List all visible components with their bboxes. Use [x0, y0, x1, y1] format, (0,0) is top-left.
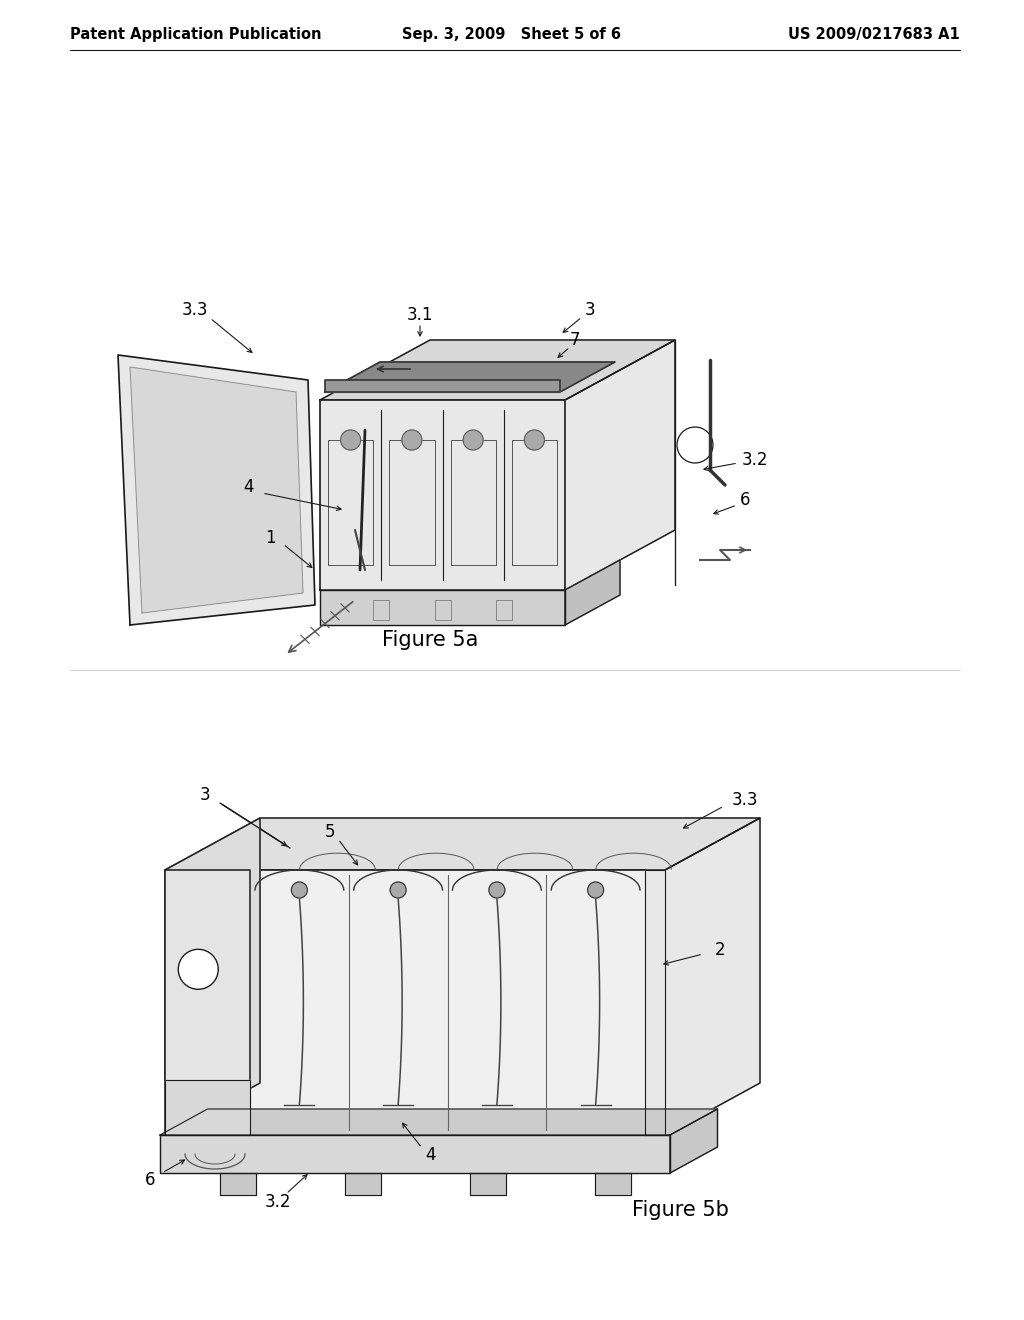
- Polygon shape: [325, 380, 560, 392]
- Polygon shape: [645, 870, 665, 1135]
- Text: 7: 7: [569, 331, 581, 348]
- Polygon shape: [165, 870, 250, 1135]
- Text: 3.1: 3.1: [407, 306, 433, 323]
- Text: Figure 5a: Figure 5a: [382, 630, 478, 649]
- Polygon shape: [325, 362, 615, 392]
- Text: US 2009/0217683 A1: US 2009/0217683 A1: [788, 28, 961, 42]
- Text: 4: 4: [425, 1146, 435, 1164]
- Text: 1: 1: [264, 529, 275, 546]
- Circle shape: [178, 949, 218, 989]
- Text: Patent Application Publication: Patent Application Publication: [70, 28, 322, 42]
- Text: 6: 6: [144, 1171, 156, 1189]
- Text: 3.3: 3.3: [181, 301, 208, 319]
- Circle shape: [677, 426, 713, 463]
- Text: 3.2: 3.2: [741, 451, 768, 469]
- Circle shape: [524, 430, 545, 450]
- Polygon shape: [319, 590, 565, 624]
- Polygon shape: [165, 870, 665, 1135]
- Text: 2: 2: [715, 941, 725, 960]
- Text: Sep. 3, 2009   Sheet 5 of 6: Sep. 3, 2009 Sheet 5 of 6: [402, 28, 622, 42]
- Polygon shape: [165, 818, 760, 870]
- Polygon shape: [665, 818, 760, 1135]
- Circle shape: [292, 882, 307, 898]
- Polygon shape: [319, 341, 675, 400]
- Polygon shape: [160, 1135, 670, 1173]
- Text: 3: 3: [585, 301, 595, 319]
- Circle shape: [588, 882, 603, 898]
- Polygon shape: [165, 818, 260, 1135]
- Polygon shape: [319, 400, 565, 590]
- Text: 5: 5: [325, 822, 335, 841]
- Polygon shape: [118, 355, 315, 624]
- Polygon shape: [565, 341, 675, 590]
- Polygon shape: [160, 1109, 718, 1135]
- Text: 3.3: 3.3: [732, 791, 758, 809]
- Circle shape: [401, 430, 422, 450]
- Polygon shape: [565, 560, 620, 624]
- Polygon shape: [344, 1173, 381, 1195]
- Text: 3.2: 3.2: [265, 1193, 291, 1210]
- Polygon shape: [219, 1173, 256, 1195]
- Polygon shape: [130, 367, 303, 612]
- Polygon shape: [595, 1173, 631, 1195]
- Text: 3: 3: [200, 785, 210, 804]
- Text: 4: 4: [243, 478, 253, 496]
- Circle shape: [463, 430, 483, 450]
- Polygon shape: [670, 1109, 718, 1173]
- Text: 6: 6: [739, 491, 751, 510]
- Circle shape: [488, 882, 505, 898]
- Polygon shape: [165, 1080, 250, 1135]
- Circle shape: [390, 882, 407, 898]
- Circle shape: [341, 430, 360, 450]
- Polygon shape: [469, 1173, 506, 1195]
- Text: Figure 5b: Figure 5b: [632, 1200, 728, 1220]
